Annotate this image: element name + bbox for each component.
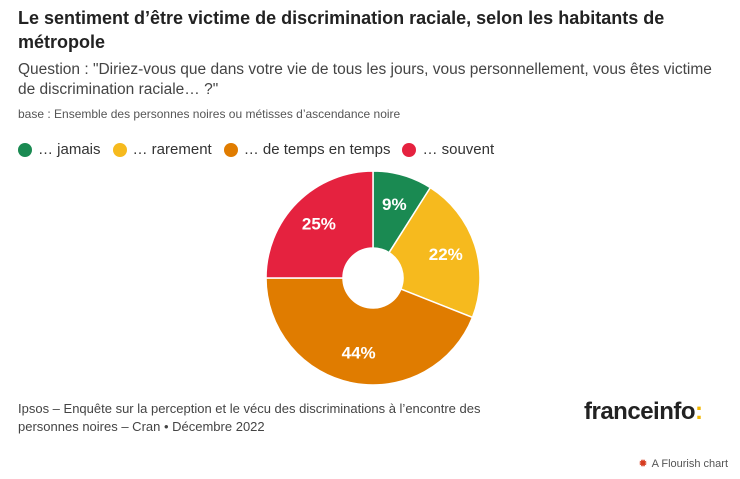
slice-label-rarement: 22% [429,245,463,264]
slice-label-souvent: 25% [302,214,336,233]
legend-item-de-temps-en-temps: … de temps en temps [223,141,391,158]
legend-swatch-souvent [402,142,417,157]
source-note: Ipsos – Enquête sur la perception et le … [18,401,481,434]
logo-text: franceinfo [584,398,696,425]
legend-item-souvent: … souvent [402,141,494,158]
flourish-credit-link[interactable]: ✹ A Flourish chart [638,457,728,471]
legend-label-rarement: … rarement [132,141,212,158]
legend-swatch-de-temps-en-temps [223,142,238,157]
donut-slice-rarement[interactable] [388,186,481,319]
franceinfo-logo: franceinfo: [584,398,703,426]
slice-label-de-temps-en-temps: 44% [342,344,376,363]
legend-label-souvent: … souvent [422,141,495,158]
donut-labels: 9% 22% 44% 25% [302,195,463,363]
donut-slice-de-temps-en-temps[interactable] [265,277,474,386]
legend-label-jamais: … jamais [38,141,101,158]
logo-colon: : [695,398,703,425]
chart-base-note: base : Ensemble des personnes noires ou … [18,107,401,121]
legend-item-jamais: … jamais [18,141,101,158]
legend-label-de-temps-en-temps: … de temps en temps [243,141,391,158]
chart-subtitle: Question : "Diriez-vous que dans votre v… [18,61,712,98]
flourish-sun-icon: ✹ [638,458,648,470]
legend-swatch-rarement [112,142,127,157]
flourish-label: A Flourish chart [651,457,728,470]
donut-slices [265,170,481,386]
legend-item-rarement: … rarement [112,141,212,158]
chart-title: Le sentiment d’être victime de discrimin… [18,8,665,52]
legend: … jamais … rarement … de temps en temps … [18,141,494,158]
donut-slice-souvent[interactable] [265,170,374,279]
slice-label-jamais: 9% [382,195,407,214]
legend-swatch-jamais [18,142,32,157]
